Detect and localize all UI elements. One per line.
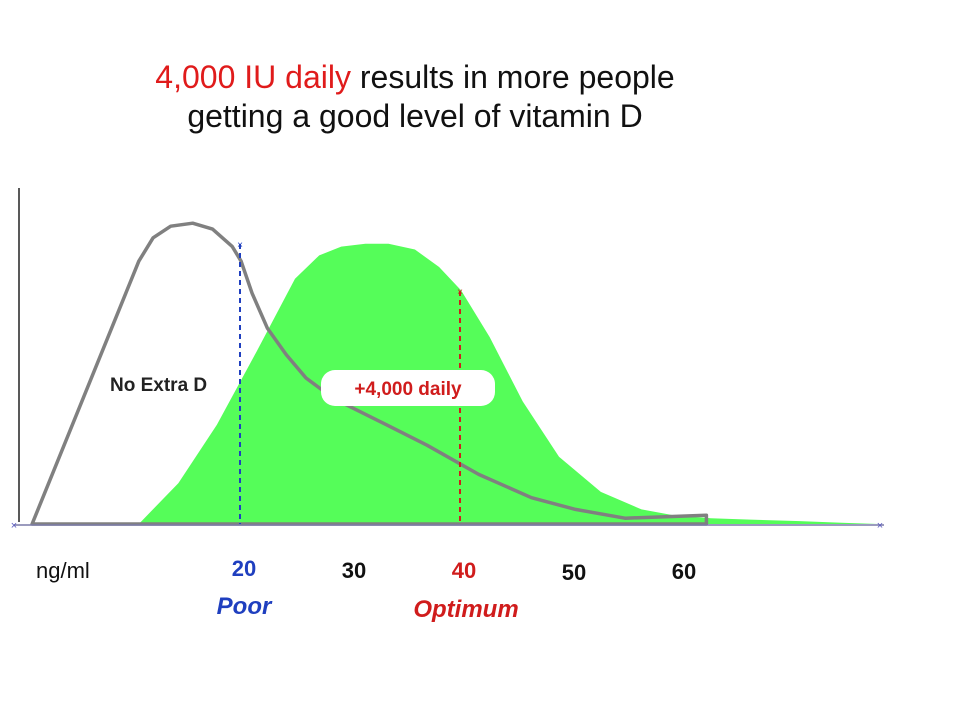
no-extra-d-label: No Extra D xyxy=(110,375,207,396)
extra-d-label-pill xyxy=(321,370,495,406)
x-unit-label: ng/ml xyxy=(36,558,90,583)
extra-d-area xyxy=(138,243,879,524)
no-extra-d-line xyxy=(30,221,709,526)
x-tick-label: 30 xyxy=(342,558,366,583)
x-tick-labels: 20 30 40 50 60 xyxy=(232,556,696,585)
x-tick-label: 20 xyxy=(232,556,256,581)
x-axis-start-marker: × xyxy=(11,520,17,532)
optimum-zone-label: Optimum xyxy=(413,596,518,623)
title-highlight: 4,000 IU daily xyxy=(155,59,351,95)
x-tick-label: 50 xyxy=(562,560,586,585)
x-tick-label: 40 xyxy=(452,558,476,583)
poor-line-top-marker: × xyxy=(237,240,243,251)
title-rest: results in more people xyxy=(350,59,675,95)
poor-zone-label: Poor xyxy=(217,593,273,620)
chart-title: 4,000 IU daily results in more people ge… xyxy=(0,58,830,136)
title-line-2: getting a good level of vitamin D xyxy=(187,98,643,134)
title-line-1: 4,000 IU daily results in more people xyxy=(0,58,830,97)
extra-d-label: +4,000 daily xyxy=(354,379,462,400)
optimum-line-top-marker: × xyxy=(457,287,463,298)
x-tick-label: 60 xyxy=(672,559,696,584)
x-axis-end-marker: × xyxy=(877,520,883,532)
